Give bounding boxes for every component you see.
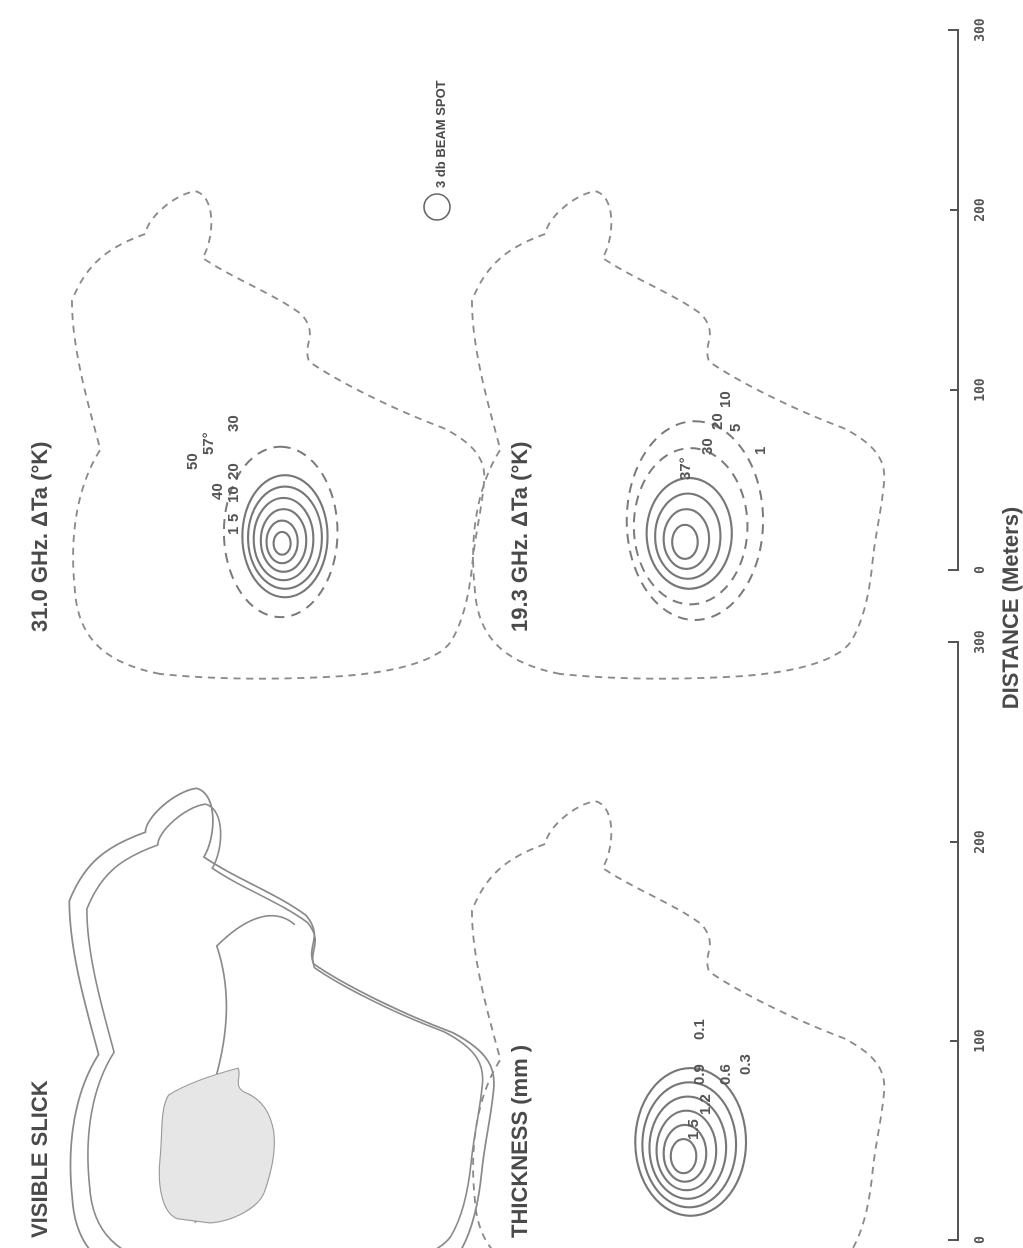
- ghz31-contours: [222, 445, 339, 619]
- ghz19-title: 19.3 GHz. ΔTa (°K): [507, 442, 532, 632]
- distance-scale-top: 0 100 200 300: [948, 18, 988, 574]
- beam-spot-legend: 3 db BEAM SPOT: [423, 80, 451, 221]
- scale-bottom-tick-0: 0: [973, 1236, 988, 1244]
- ghz19-label-5: 5: [727, 424, 744, 432]
- thickness-label-0-3: 0.3: [737, 1054, 754, 1075]
- ghz31-label-30: 30: [225, 415, 242, 432]
- thickness-title: THICKNESS (mm ): [507, 1045, 532, 1238]
- scale-top-tick-0: 0: [973, 566, 988, 574]
- ghz31-label-1: 1: [225, 527, 242, 535]
- scale-top-tick-100: 100: [973, 378, 988, 402]
- ghz19-label-37: 37°: [677, 457, 694, 480]
- visible-slick-title: VISIBLE SLICK: [27, 1080, 52, 1238]
- scale-bottom-tick-100: 100: [973, 1029, 988, 1053]
- scale-bottom-tick-200: 200: [973, 830, 988, 854]
- scale-top-tick-200: 200: [973, 198, 988, 222]
- beam-spot-label: 3 db BEAM SPOT: [433, 80, 448, 188]
- thickness-label-0-9: 0.9: [691, 1064, 708, 1085]
- ghz19-contours: [625, 420, 765, 621]
- ghz31-label-10: 10: [225, 486, 242, 503]
- ghz19-slick-outline: [471, 190, 886, 680]
- visible-slick-panel: [68, 787, 495, 1248]
- scale-bottom-tick-300: 300: [973, 630, 988, 654]
- ghz19-label-30: 30: [699, 438, 716, 455]
- ghz31-contour-labels: 40 50 57° 30 20 10 5 1: [184, 415, 242, 535]
- slick-outline-middle: [86, 803, 484, 1248]
- thickness-contours: [634, 1067, 748, 1217]
- dense-slick-patch: [158, 1067, 275, 1224]
- thickness-label-1-5: 1.5: [685, 1119, 702, 1140]
- thickness-panel: [471, 800, 886, 1248]
- thickness-contour-labels: 1.5 1.2 0.9 0.6 0.3 0.1: [685, 1019, 754, 1140]
- thickness-label-1-2: 1.2: [697, 1094, 714, 1115]
- ghz31-title: 31.0 GHz. ΔTa (°K): [27, 442, 52, 632]
- distance-axis-title: DISTANCE (Meters): [998, 507, 1023, 710]
- thickness-label-0-6: 0.6: [717, 1064, 734, 1085]
- ghz31-label-50: 50: [184, 453, 201, 470]
- ghz31-panel: [71, 190, 486, 680]
- scale-top-tick-300: 300: [973, 18, 988, 42]
- ghz19-label-1: 1: [752, 447, 769, 455]
- ghz31-label-20: 20: [225, 463, 242, 480]
- ghz19-label-10: 10: [717, 391, 734, 408]
- slick-outline-outer: [68, 787, 495, 1248]
- ghz31-label-5: 5: [225, 514, 242, 522]
- ghz31-slick-outline: [71, 190, 486, 680]
- distance-scale-bottom: 0 100 200 300: [948, 630, 988, 1244]
- ghz19-panel: [471, 190, 886, 680]
- ghz19-contour-labels: 37° 30 20 10 5 1: [677, 391, 769, 480]
- ghz31-label-40: 40: [209, 483, 226, 500]
- ghz31-label-57: 57°: [200, 432, 217, 455]
- beam-spot-circle: [423, 193, 451, 221]
- thickness-label-0-1: 0.1: [691, 1019, 708, 1040]
- ghz19-label-20: 20: [709, 413, 726, 430]
